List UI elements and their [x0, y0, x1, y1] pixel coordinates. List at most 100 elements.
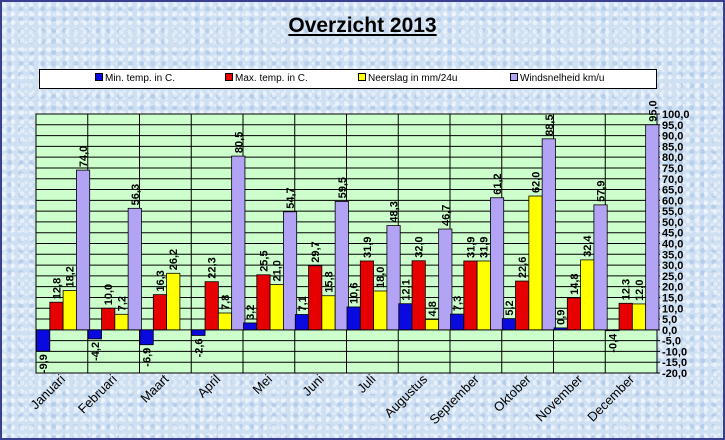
bar-max-temp [618, 302, 633, 331]
data-label-precipitation: 7,8 [220, 295, 232, 310]
bar-min-temp [87, 329, 102, 340]
y-tick-label: 80,0 [662, 152, 683, 164]
bar-wind-speed [541, 138, 556, 331]
data-label-max-temp: 31,9 [465, 237, 477, 258]
y-tick-label: 90,0 [662, 131, 683, 143]
y-tick-label: 75,0 [662, 163, 683, 175]
bar-precipitation [528, 195, 543, 331]
data-label-max-temp: 32,0 [414, 236, 426, 257]
data-label-precipitation: 18,0 [375, 267, 387, 288]
y-tick-label: 40,0 [662, 239, 683, 251]
data-label-wind-speed: 61,2 [492, 173, 504, 194]
data-label-min-temp: 3,2 [245, 305, 257, 320]
bar-precipitation [580, 259, 595, 331]
y-tick-label: 20,0 [662, 282, 683, 294]
bar-min-temp [346, 306, 361, 331]
x-axis-label: Oktober [490, 371, 534, 415]
bar-min-temp [553, 327, 568, 331]
legend-swatch-min-temp [95, 73, 103, 81]
y-tick-label: -15,0 [662, 357, 687, 369]
y-tick-label: 70,0 [662, 174, 683, 186]
bar-max-temp [101, 307, 116, 331]
bar-min-temp [501, 318, 516, 331]
x-axis-label: Januari [27, 371, 68, 412]
bar-precipitation [114, 313, 129, 331]
data-label-max-temp: 31,9 [362, 237, 374, 258]
bar-max-temp [566, 297, 581, 331]
data-label-precipitation: 7,2 [117, 296, 129, 311]
data-label-max-temp: 10,0 [103, 284, 115, 305]
bar-max-temp [49, 301, 64, 331]
data-label-min-temp: -9,9 [38, 354, 50, 373]
data-label-precipitation: 32,4 [582, 235, 594, 257]
y-tick-label: 25,0 [662, 271, 683, 283]
bar-wind-speed [386, 225, 401, 331]
data-label-max-temp: 12,3 [621, 279, 633, 300]
bar-min-temp [398, 303, 413, 331]
data-label-precipitation: 4,8 [427, 301, 439, 316]
y-tick-label: 5,0 [662, 314, 677, 326]
legend-item-wind-speed: Windsnelheid km/u [510, 73, 604, 85]
y-tick-label: 50,0 [662, 217, 683, 229]
legend-item-precipitation: Neerslag in mm/24u [358, 73, 457, 85]
data-label-wind-speed: 46,7 [440, 205, 452, 226]
bar-wind-speed [593, 204, 608, 331]
data-label-min-temp: 10,6 [349, 283, 361, 304]
bar-precipitation [217, 312, 233, 331]
data-label-precipitation: 62,0 [531, 172, 543, 193]
bar-precipitation [166, 272, 181, 331]
data-label-max-temp: 25,5 [258, 250, 270, 271]
x-axis-label: November [532, 371, 585, 424]
bar-max-temp [204, 281, 219, 331]
y-tick-label: 35,0 [662, 249, 683, 261]
bar-wind-speed [334, 201, 349, 331]
bar-max-temp [359, 260, 374, 331]
x-axis-label: September [426, 371, 482, 427]
bar-wind-speed [76, 169, 91, 331]
bar-precipitation [424, 319, 440, 331]
bar-max-temp [411, 260, 426, 331]
bar-min-temp [294, 314, 309, 331]
bar-max-temp [152, 294, 168, 331]
y-tick-label: 60,0 [662, 195, 683, 207]
legend-label-precipitation: Neerslag in mm/24u [368, 73, 458, 84]
y-tick-label: -20,0 [662, 368, 687, 380]
data-label-wind-speed: 74,0 [78, 146, 90, 167]
data-label-wind-speed: 54,7 [285, 187, 297, 208]
data-label-max-temp: 22,3 [207, 257, 219, 278]
bar-wind-speed [127, 207, 142, 331]
bar-min-temp [605, 329, 620, 332]
data-label-min-temp: -6,9 [142, 348, 154, 367]
data-label-wind-speed: 48,3 [389, 201, 401, 222]
bar-min-temp [191, 329, 206, 336]
data-label-precipitation: 26,2 [168, 249, 180, 270]
bar-min-temp [139, 329, 154, 346]
y-tick-label: 65,0 [662, 185, 683, 197]
data-label-wind-speed: 95,0 [647, 100, 659, 121]
y-tick-label: 55,0 [662, 206, 683, 218]
x-axis-label: Maart [137, 371, 171, 405]
bar-wind-speed [438, 228, 453, 331]
bar-max-temp [308, 265, 323, 331]
data-label-max-temp: 14,8 [569, 273, 581, 294]
data-label-precipitation: 21,0 [272, 260, 284, 281]
bar-max-temp [515, 280, 530, 331]
bar-min-temp [36, 329, 51, 352]
y-tick-label: 10,0 [662, 303, 683, 315]
data-label-wind-speed: 88,5 [544, 114, 556, 135]
legend-label-wind-speed: Windsnelheid km/u [520, 73, 605, 84]
data-label-min-temp: -0,4 [607, 333, 619, 353]
legend-label-min-temp: Min. temp. in C. [105, 73, 176, 84]
x-axis-label: Juni [299, 371, 327, 399]
data-label-min-temp: 12,1 [400, 279, 412, 300]
bar-precipitation [269, 284, 284, 331]
data-label-min-temp: 7,1 [297, 296, 309, 311]
bar-min-temp [243, 322, 258, 331]
legend-item-min-temp: Min. temp. in C. [95, 73, 175, 85]
legend: Min. temp. in C. Max. temp. in C. Neersl… [39, 69, 657, 89]
legend-swatch-precipitation [358, 73, 366, 81]
x-axis-label: Juli [354, 371, 378, 395]
bar-min-temp [450, 313, 465, 331]
y-tick-label: 100,0 [662, 109, 690, 121]
